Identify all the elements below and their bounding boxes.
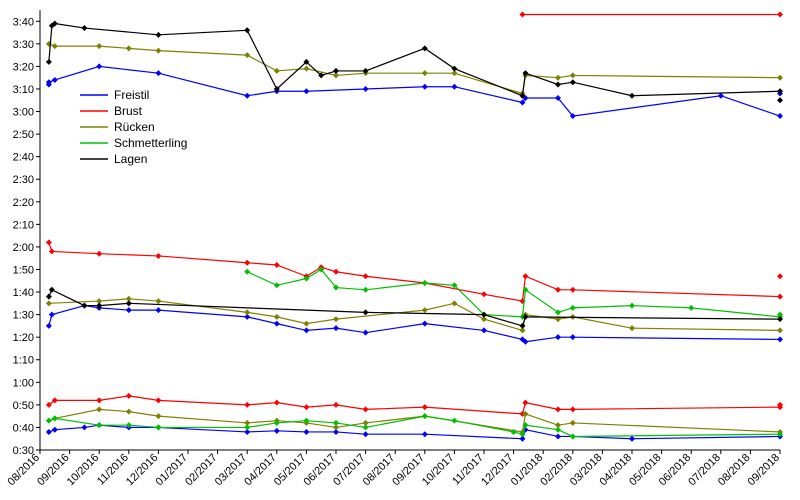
y-tick-label: 2:30	[13, 174, 34, 186]
legend-label: Brust	[114, 104, 143, 118]
line-chart: 0:300:400:501:001:101:201:301:401:502:00…	[0, 0, 800, 500]
y-tick-label: 1:30	[13, 310, 34, 322]
y-tick-label: 2:40	[13, 152, 34, 164]
y-tick-label: 1:20	[13, 332, 34, 344]
y-tick-label: 1:10	[13, 355, 34, 367]
y-tick-label: 2:50	[13, 129, 34, 141]
legend-label: Rücken	[114, 120, 155, 134]
y-tick-label: 1:40	[13, 287, 34, 299]
y-tick-label: 3:20	[13, 61, 34, 73]
y-tick-label: 3:10	[13, 84, 34, 96]
legend-label: Schmetterling	[114, 136, 187, 150]
y-tick-label: 1:00	[13, 377, 34, 389]
legend-label: Lagen	[114, 152, 147, 166]
y-tick-label: 2:00	[13, 242, 34, 254]
legend-label: Freistil	[114, 88, 149, 102]
y-tick-label: 3:00	[13, 107, 34, 119]
y-tick-label: 2:20	[13, 197, 34, 209]
y-tick-label: 1:50	[13, 264, 34, 276]
y-tick-label: 0:40	[13, 422, 34, 434]
y-tick-label: 0:50	[13, 400, 34, 412]
y-tick-label: 3:40	[13, 16, 34, 28]
y-tick-label: 3:30	[13, 39, 34, 51]
y-tick-label: 2:10	[13, 219, 34, 231]
